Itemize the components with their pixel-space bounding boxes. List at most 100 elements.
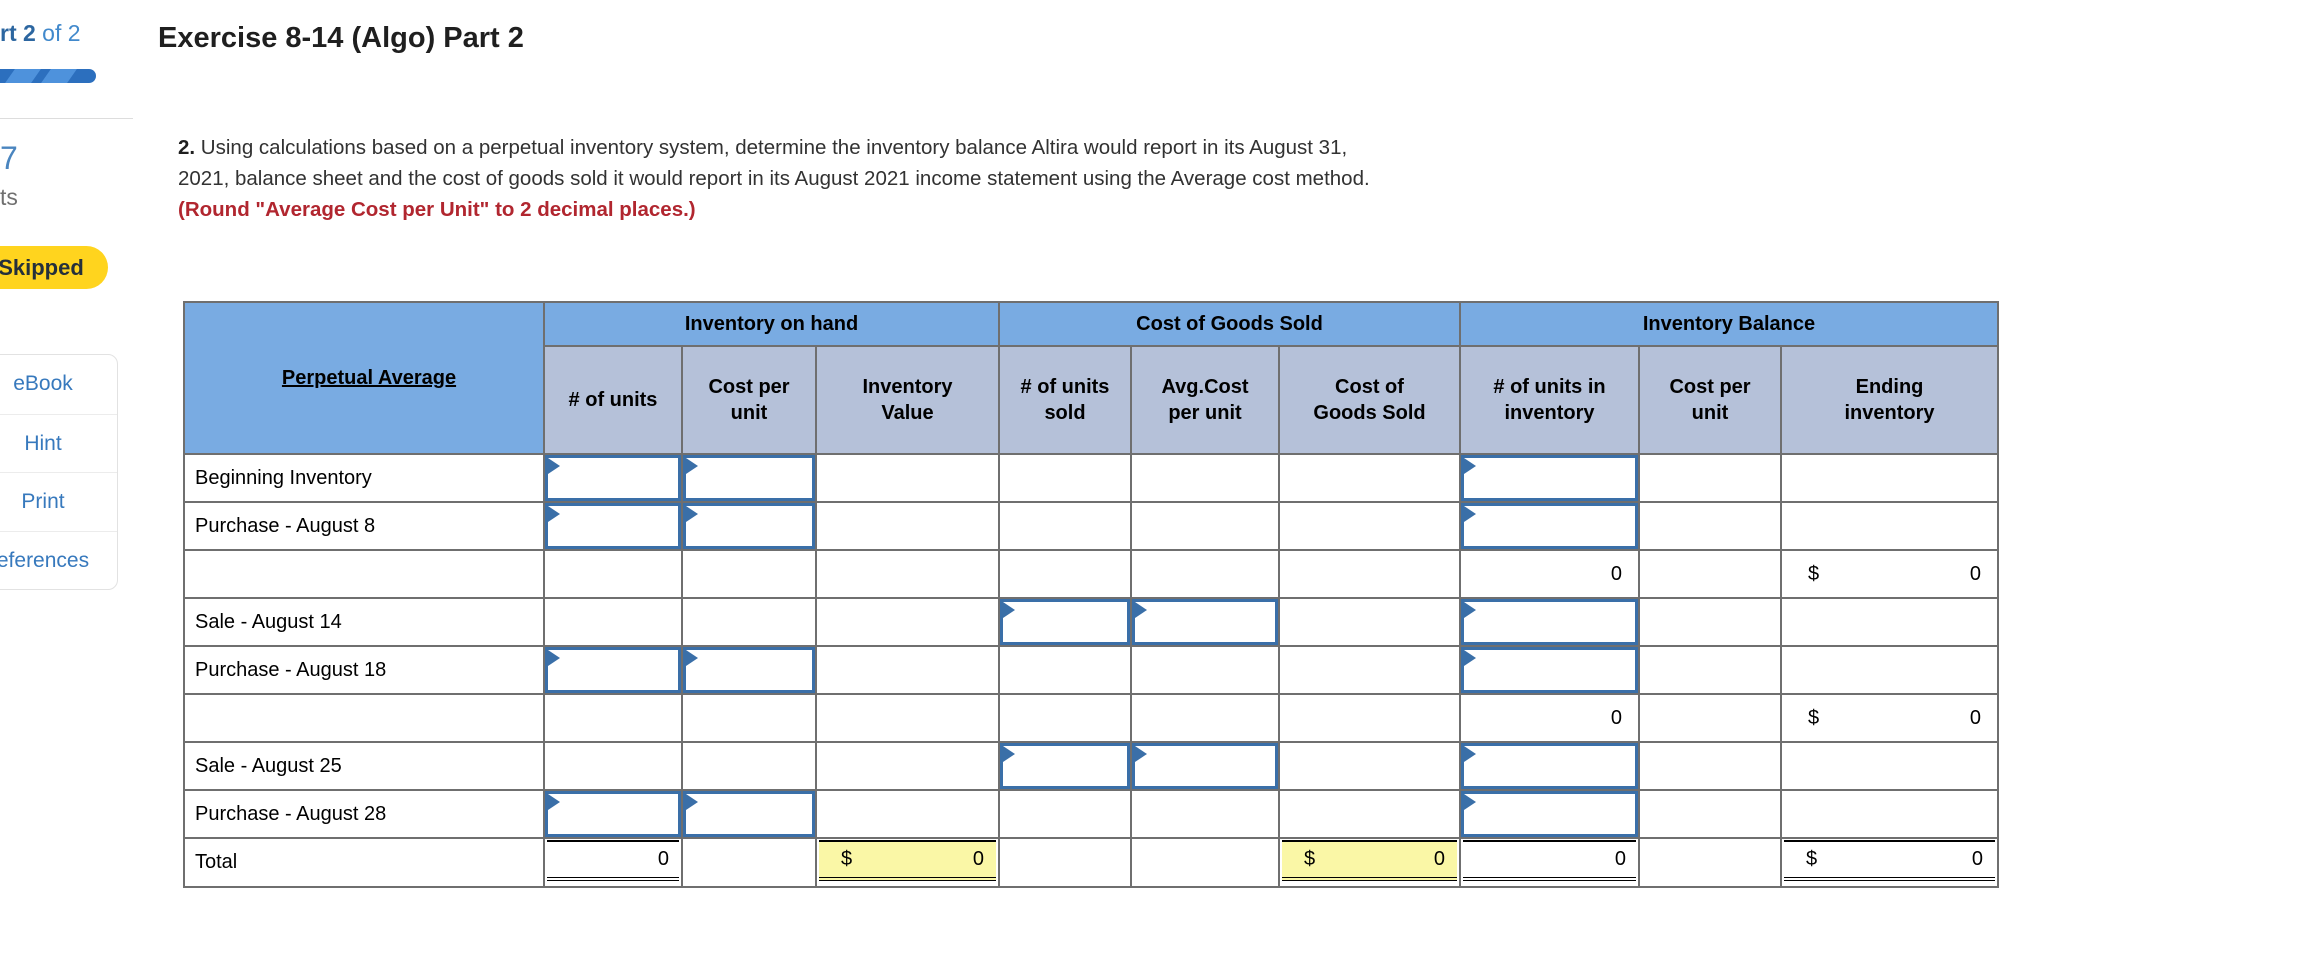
empty-cell (1130, 549, 1280, 599)
empty-cell (815, 597, 1000, 647)
input-flag-icon (1464, 602, 1476, 618)
avg-cost-input[interactable] (1132, 599, 1278, 645)
total-units-cell: 0 (543, 837, 683, 888)
empty-cell (1130, 789, 1280, 839)
input-flag-icon (1003, 602, 1015, 618)
row-label (183, 693, 545, 743)
col-header-cost-per-unit: Cost per unit (681, 345, 817, 455)
col-header-avg-cost-per-unit: Avg.Cost per unit (1130, 345, 1280, 455)
avg-cost-input[interactable] (1132, 743, 1278, 789)
empty-cell (681, 837, 817, 888)
cost-per-unit-input[interactable] (683, 791, 815, 837)
units-sold-input[interactable] (1000, 743, 1130, 789)
units-input[interactable] (545, 455, 681, 501)
part-total: of 2 (35, 20, 81, 46)
total-units-value: 0 (657, 848, 669, 870)
cost-per-unit-input[interactable] (683, 503, 815, 549)
units-input[interactable] (545, 503, 681, 549)
input-flag-icon (1464, 458, 1476, 474)
cell-units-sold (998, 597, 1132, 647)
empty-cell (1278, 741, 1461, 791)
empty-cell (815, 741, 1000, 791)
cell-units (543, 453, 683, 503)
ebook-link[interactable]: eBook (13, 372, 73, 395)
units-in-inventory-input[interactable] (1461, 743, 1638, 789)
resources-panel: eBook Hint Print eferences (0, 354, 118, 590)
references-link[interactable]: eferences (0, 530, 117, 590)
part-number: rt 2 (0, 20, 36, 46)
input-flag-icon (686, 506, 698, 522)
amount: 0 (1969, 562, 1981, 585)
group-header-inventory-balance: Inventory Balance (1459, 301, 1999, 347)
empty-cell (1278, 501, 1461, 551)
cell-units-sold (998, 741, 1132, 791)
empty-cell (543, 597, 683, 647)
empty-cell (1130, 693, 1280, 743)
cell-units (543, 645, 683, 695)
empty-cell (1780, 597, 1999, 647)
empty-cell (815, 645, 1000, 695)
row-purchase-august-28: Purchase - August 28 (183, 789, 1999, 839)
units-in-inventory-input[interactable] (1461, 791, 1638, 837)
units-in-inventory-value: 0 (1459, 693, 1640, 743)
cell-cost-per-unit (681, 789, 817, 839)
cell-avg-cost (1130, 597, 1280, 647)
row-subtotal-2: 0 $0 (183, 693, 1999, 743)
empty-cell (815, 789, 1000, 839)
units-input[interactable] (545, 791, 681, 837)
empty-cell (815, 549, 1000, 599)
cell-units-in-inventory (1459, 597, 1640, 647)
progress-bar (0, 69, 96, 83)
row-sale-august-14: Sale - August 14 (183, 597, 1999, 647)
empty-cell (1278, 693, 1461, 743)
empty-cell (1638, 453, 1782, 503)
col-header-cost-of-goods-sold: Cost of Goods Sold (1278, 345, 1461, 455)
row-label: Purchase - August 28 (183, 789, 545, 839)
empty-cell (998, 789, 1132, 839)
hint-link[interactable]: Hint (0, 413, 117, 473)
empty-cell (1130, 645, 1280, 695)
col-header-ending-inventory: Ending inventory (1780, 345, 1999, 455)
row-sale-august-25: Sale - August 25 (183, 741, 1999, 791)
input-flag-icon (686, 458, 698, 474)
units-in-inventory-input[interactable] (1461, 647, 1638, 693)
cell-units-in-inventory (1459, 453, 1640, 503)
amount: 0 (972, 848, 984, 870)
cost-per-unit-input[interactable] (683, 647, 815, 693)
empty-cell (1638, 549, 1782, 599)
col-header-units-in-inventory: # of units in inventory (1459, 345, 1640, 455)
row-purchase-august-18: Purchase - August 18 (183, 645, 1999, 695)
instruction-text: 2. Using calculations based on a perpetu… (178, 132, 1393, 225)
empty-cell (1638, 693, 1782, 743)
ending-inventory-value: $0 (1780, 693, 1999, 743)
cost-per-unit-input[interactable] (683, 455, 815, 501)
empty-cell (1130, 501, 1280, 551)
empty-cell (815, 453, 1000, 503)
table-corner-header: Perpetual Average (183, 301, 545, 455)
total-cogs-cell: $0 (1278, 837, 1461, 888)
row-label: Beginning Inventory (183, 453, 545, 503)
part-progress-label: rt 2 of 2 (0, 20, 81, 47)
print-link[interactable]: Print (0, 472, 117, 531)
input-flag-icon (686, 650, 698, 666)
empty-cell (1638, 741, 1782, 791)
input-flag-icon (1464, 746, 1476, 762)
row-total: Total 0 $0 $0 0 $0 (183, 837, 1999, 888)
cell-cost-per-unit (681, 453, 817, 503)
cell-cost-per-unit (681, 645, 817, 695)
units-in-inventory-input[interactable] (1461, 503, 1638, 549)
input-flag-icon (1135, 746, 1147, 762)
ending-inventory-value: $0 (1780, 549, 1999, 599)
sidebar-divider (0, 118, 133, 119)
units-sold-input[interactable] (1000, 599, 1130, 645)
currency-symbol: $ (1806, 848, 1818, 870)
units-input[interactable] (545, 647, 681, 693)
empty-cell (998, 501, 1132, 551)
col-header-units-sold: # of units sold (998, 345, 1132, 455)
group-header-row: Perpetual Average Inventory on hand Cost… (183, 301, 1999, 455)
total-units-value: 0 (1614, 848, 1626, 870)
progress-stripe (2, 69, 44, 83)
empty-cell (998, 645, 1132, 695)
units-in-inventory-input[interactable] (1461, 455, 1638, 501)
units-in-inventory-input[interactable] (1461, 599, 1638, 645)
